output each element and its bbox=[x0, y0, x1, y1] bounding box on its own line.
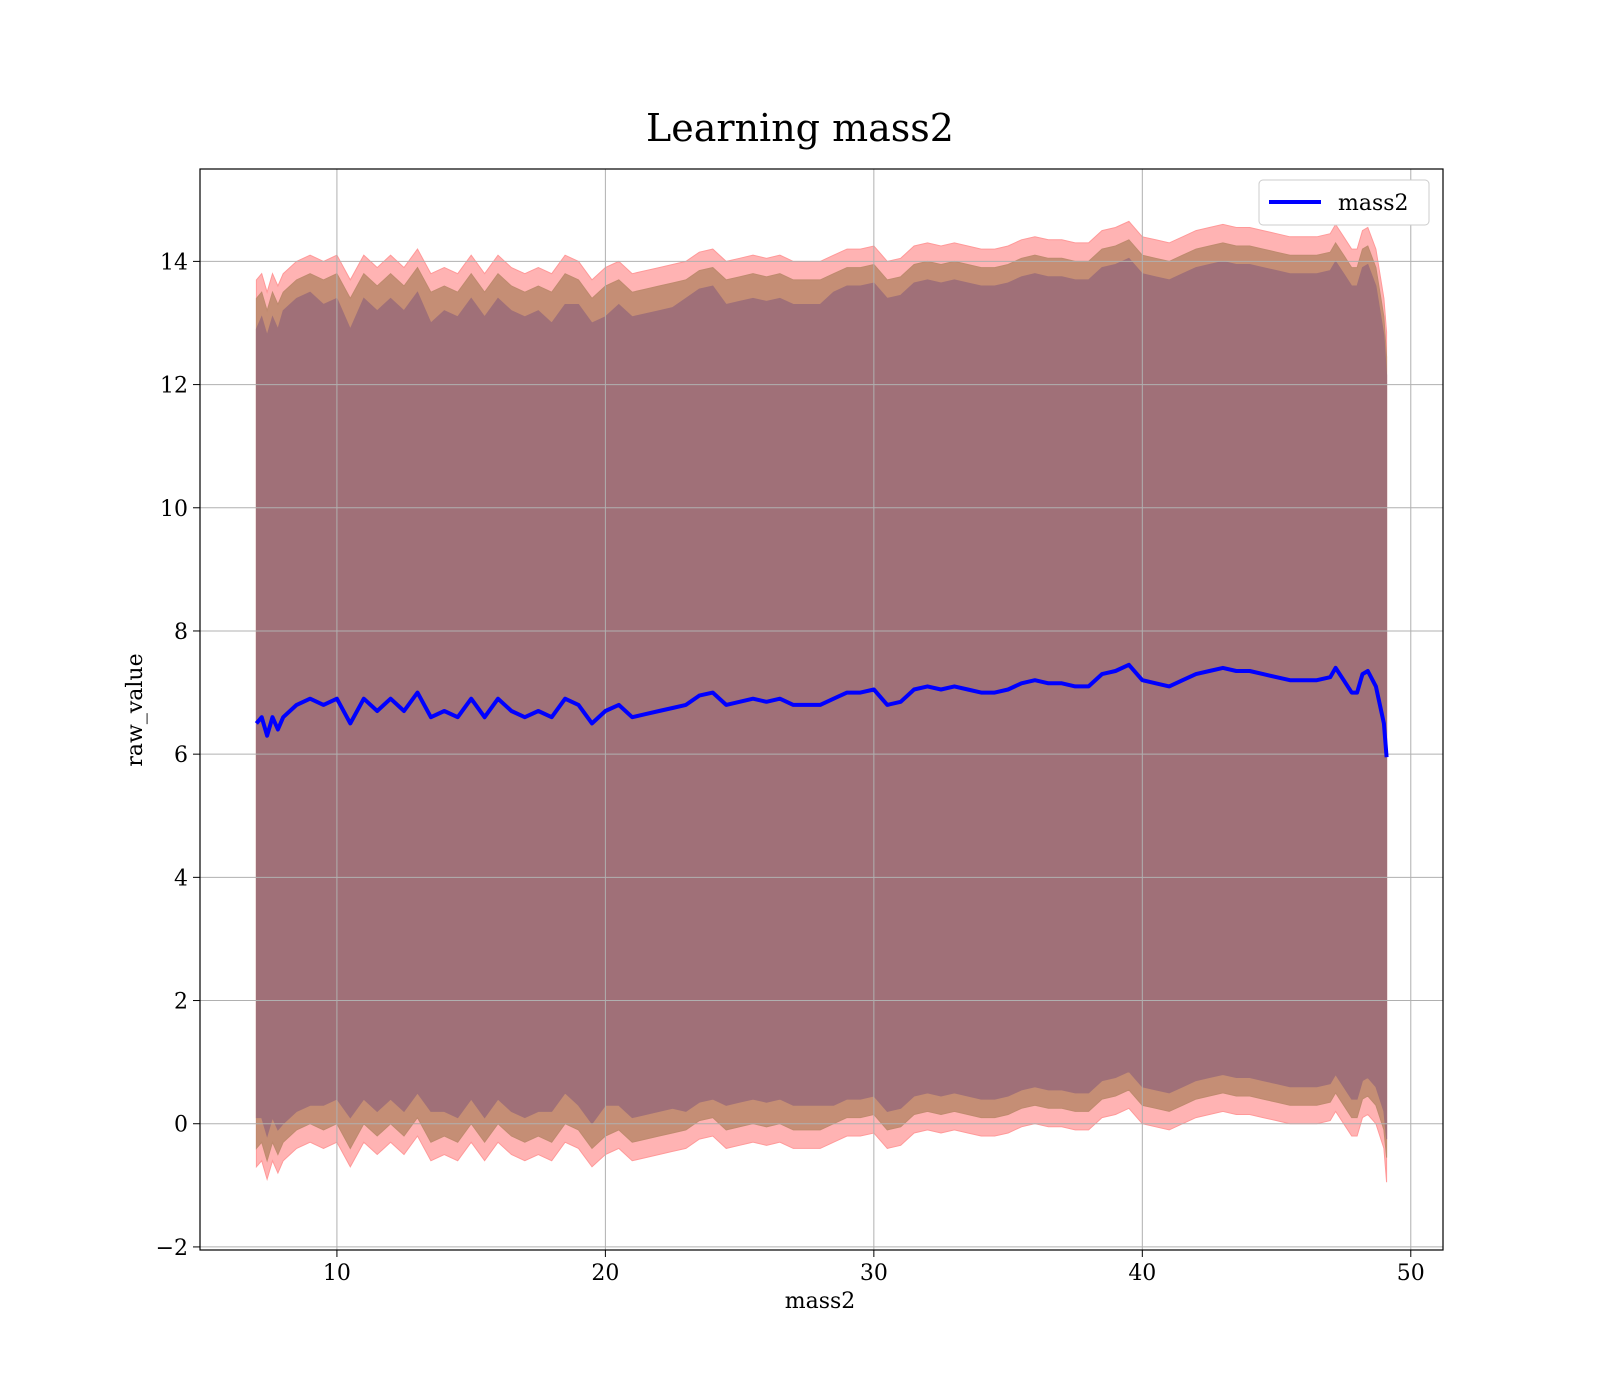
y-tick-label: 2 bbox=[174, 990, 188, 1015]
y-tick-label: 6 bbox=[174, 743, 188, 768]
legend-label-mass2: mass2 bbox=[1338, 191, 1409, 216]
y-tick-label: 4 bbox=[174, 866, 188, 891]
axes-frame bbox=[199, 168, 1444, 1251]
y-tick-label: 10 bbox=[160, 497, 188, 522]
legend-box bbox=[1258, 179, 1430, 226]
band-inner bbox=[255, 257, 1388, 1140]
chart-title: Learning mass2 bbox=[646, 106, 954, 150]
y-tick-label: −2 bbox=[156, 1236, 188, 1261]
x-tick-label: 30 bbox=[860, 1261, 888, 1286]
x-tick-label: 20 bbox=[591, 1261, 619, 1286]
legend: mass2 bbox=[1258, 179, 1430, 226]
y-axis-label: raw_value bbox=[123, 653, 148, 766]
y-tick-label: 8 bbox=[174, 620, 188, 645]
y-tick-label: 0 bbox=[174, 1113, 188, 1138]
x-tick-label: 50 bbox=[1397, 1261, 1425, 1286]
x-tick-label: 10 bbox=[323, 1261, 351, 1286]
series-line-mass2 bbox=[254, 662, 1389, 758]
y-tick-label: 12 bbox=[160, 374, 188, 399]
x-tick-label: 40 bbox=[1128, 1261, 1156, 1286]
x-axis-label: mass2 bbox=[785, 1289, 856, 1314]
y-tick-label: 14 bbox=[160, 250, 188, 275]
plot-area: 10 20 30 40 50 −2 0 2 4 6 8 10 12 14 bbox=[156, 168, 1444, 1286]
